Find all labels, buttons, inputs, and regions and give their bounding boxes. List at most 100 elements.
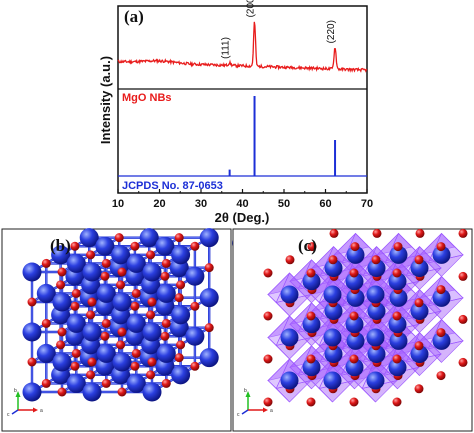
o-atom [147, 357, 157, 367]
triad-b-label-right: a [40, 408, 43, 414]
mg-atom [199, 228, 219, 248]
o-atom [101, 378, 111, 388]
o-atom [117, 327, 127, 337]
triad-b-label-corner: c [7, 412, 10, 418]
o-atom [414, 384, 424, 394]
o-atom [436, 371, 446, 381]
series-line-mgo [117, 21, 368, 73]
panel-label-b: (b) [50, 236, 71, 255]
xrd-chart: 10 20 30 40 50 60 70 (111) (200) (220) MgO NBs J… [98, 0, 373, 225]
o-atom [285, 255, 295, 265]
panel-label-c: (c) [298, 236, 317, 255]
o-atom [116, 280, 126, 290]
mg-atom [280, 285, 299, 304]
mg-atom [82, 322, 102, 342]
o-atom [329, 228, 339, 238]
atoms [22, 228, 219, 402]
o-atom [176, 280, 186, 290]
mg-atom [367, 259, 386, 278]
mg-atom [171, 365, 191, 385]
o-atom [458, 228, 468, 238]
series-label-mgo: MgO NBs [122, 92, 172, 104]
mg-atom [142, 382, 162, 402]
x-tick-label: 40 [236, 198, 248, 210]
mg-atom [185, 266, 205, 286]
o-atom [328, 255, 338, 265]
o-atom [117, 387, 127, 397]
x-tick-label: 70 [361, 198, 373, 210]
mg-atom [126, 313, 146, 333]
mg-atom [82, 382, 102, 402]
crystal-panel-b: (b) b a c [1, 228, 232, 432]
mg-atom [142, 262, 162, 282]
o-atom [116, 340, 126, 350]
mg-atom [155, 236, 175, 256]
o-atom [41, 258, 51, 268]
o-atom [130, 361, 140, 371]
o-atom [458, 357, 468, 367]
mg-atom [199, 288, 219, 308]
atoms [263, 228, 468, 407]
axis-triad-b: b a c [7, 388, 43, 418]
o-atom [392, 354, 402, 364]
o-atom [349, 354, 359, 364]
y-axis-title: Intensity (a.u.) [98, 56, 113, 144]
o-atom [56, 280, 66, 290]
o-atom [392, 397, 402, 407]
o-atom [306, 311, 316, 321]
mg-atom [388, 315, 407, 334]
o-atom [204, 323, 214, 333]
mg-atom [52, 292, 72, 312]
mg-atom [142, 322, 162, 342]
mg-atom [345, 315, 364, 334]
mg-atom [66, 373, 86, 393]
o-atom [414, 341, 424, 351]
peak-labels: (111) (200) (220) [221, 0, 337, 59]
mg-atom [388, 272, 407, 291]
mg-atom [280, 371, 299, 390]
o-atom [160, 271, 170, 281]
o-atom [414, 298, 424, 308]
o-atom [27, 297, 37, 307]
o-atom [86, 370, 96, 380]
mg-atom [22, 262, 42, 282]
o-atom [306, 268, 316, 278]
mg-atom [388, 358, 407, 377]
o-atom [101, 318, 111, 328]
mg-atom [432, 288, 451, 307]
mg-atom [66, 253, 86, 273]
o-atom [350, 242, 360, 252]
mg-atom [96, 283, 116, 303]
mg-atom [367, 302, 386, 321]
o-atom [392, 268, 402, 278]
mg-atom [346, 331, 365, 350]
peak-label: (111) [221, 37, 232, 59]
o-atom [190, 301, 200, 311]
o-atom [117, 267, 127, 277]
x-tick-label: 10 [112, 198, 124, 210]
mg-atom [126, 253, 146, 273]
polyhedral-structure [263, 228, 468, 407]
mg-atom [156, 343, 176, 363]
mg-atom [389, 288, 408, 307]
mg-atom [96, 343, 116, 363]
o-atom [70, 301, 80, 311]
mg-atom [366, 371, 385, 390]
mg-atom [345, 358, 364, 377]
mg-atom [156, 283, 176, 303]
o-atom [436, 285, 446, 295]
o-atom [41, 318, 51, 328]
o-atom [161, 378, 171, 388]
mg-atom [324, 302, 343, 321]
o-atom [458, 271, 468, 281]
o-atom [204, 263, 214, 273]
triad-c-label-corner: c [237, 412, 240, 418]
mg-atom [185, 326, 205, 346]
mg-atom [36, 343, 56, 363]
o-atom [307, 242, 317, 252]
mg-atom [51, 245, 71, 265]
o-atom [86, 250, 96, 260]
ball-and-stick-structure [22, 228, 219, 402]
mg-atom [112, 352, 132, 372]
o-atom [436, 242, 446, 252]
